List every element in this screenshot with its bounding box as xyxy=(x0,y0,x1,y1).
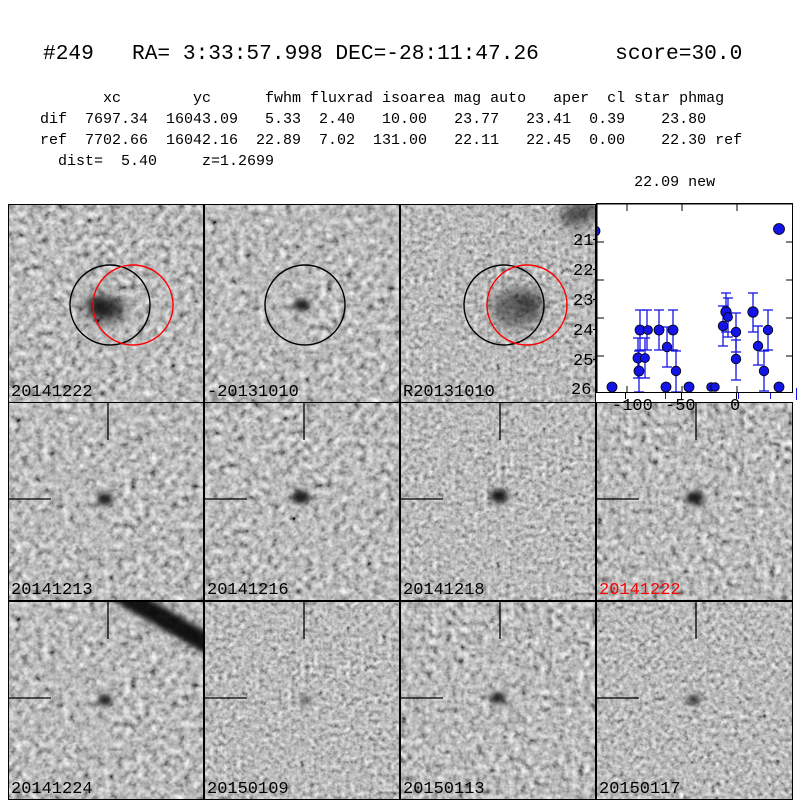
svg-text:24: 24 xyxy=(573,322,593,341)
svg-text:25: 25 xyxy=(573,352,593,371)
svg-text:23: 23 xyxy=(573,292,593,311)
svg-text:22: 22 xyxy=(573,262,593,281)
svg-text:21: 21 xyxy=(573,232,593,251)
